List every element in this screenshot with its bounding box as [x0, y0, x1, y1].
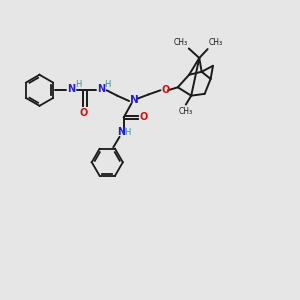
Text: H: H: [105, 80, 111, 89]
Text: O: O: [161, 85, 169, 95]
Text: H: H: [75, 80, 81, 89]
Text: O: O: [139, 112, 148, 122]
Text: CH₃: CH₃: [208, 38, 222, 47]
Text: CH₃: CH₃: [179, 107, 193, 116]
Text: N: N: [130, 95, 138, 105]
Text: N: N: [117, 127, 125, 137]
Text: H: H: [124, 128, 130, 136]
Text: N: N: [97, 84, 105, 94]
Text: CH₃: CH₃: [173, 38, 188, 47]
Text: O: O: [80, 108, 88, 118]
Text: N: N: [67, 84, 75, 94]
